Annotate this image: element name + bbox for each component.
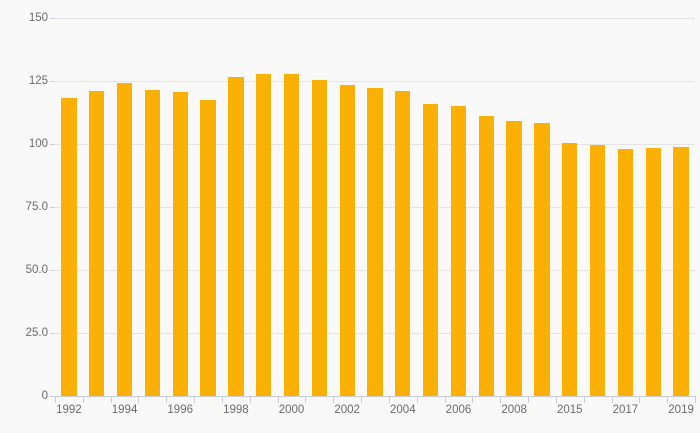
bar[interactable] [645,148,661,396]
x-tick-mark [583,396,585,403]
bar[interactable] [506,120,522,396]
x-tick-label: 2019 [668,404,694,416]
y-tick-mark [50,144,55,145]
y-tick-mark [50,396,55,397]
y-tick-label: 125 [28,75,48,87]
x-tick-label: 2004 [390,404,416,416]
y-tick-mark [50,207,55,208]
x-tick-label: 1992 [56,404,82,416]
y-tick-label: 100 [28,138,48,150]
bar[interactable] [283,73,300,396]
y-tick-label: 25.0 [25,327,48,339]
x-tick-mark [528,396,530,403]
x-tick-label: 1998 [223,404,249,416]
bar[interactable] [478,115,494,396]
y-tick-label: 0 [41,390,48,402]
x-tick-mark [138,396,140,403]
bar[interactable] [228,76,244,396]
x-tick-mark [388,396,390,403]
bar[interactable] [589,145,606,396]
x-tick-mark [249,396,251,403]
bar[interactable] [673,146,689,396]
x-tick-mark [639,396,641,403]
x-tick-mark [305,396,307,403]
bar[interactable] [144,90,161,396]
x-tick-mark [667,396,669,403]
x-tick-mark [472,396,474,403]
x-axis-line [55,396,695,397]
x-tick-mark [166,396,168,403]
bar[interactable] [423,103,439,396]
bar[interactable] [450,106,467,396]
x-tick-mark [695,396,696,403]
bar[interactable] [89,90,105,396]
x-tick-mark [611,396,613,403]
x-tick-label: 2017 [612,404,639,416]
gridline [55,81,695,82]
bar[interactable] [200,99,216,396]
x-tick-mark [500,396,502,403]
bar[interactable] [367,88,383,396]
y-tick-mark [50,333,55,334]
bar[interactable] [311,79,327,396]
y-tick-label: 150 [28,12,48,24]
y-tick-mark [50,18,55,19]
bar[interactable] [116,83,133,396]
bar[interactable] [395,91,411,396]
bar[interactable] [339,85,355,396]
x-tick-mark [55,396,56,403]
x-tick-label: 2008 [501,404,527,416]
bars-layer [55,18,695,396]
x-tick-mark [444,396,446,403]
x-tick-mark [416,396,418,403]
x-tick-mark [277,396,279,403]
x-tick-label: 1996 [167,404,193,416]
bar[interactable] [61,97,77,396]
y-axis: 0 25.0 50.0 75.0 100 125 150 [0,0,48,433]
x-tick-mark [110,396,112,403]
y-tick-mark [50,81,55,82]
x-tick-mark [82,396,84,403]
bar[interactable] [534,122,550,396]
bar[interactable] [562,143,578,396]
bar[interactable] [256,73,272,396]
x-tick-mark [555,396,557,403]
y-tick-label: 50.0 [25,264,48,276]
x-tick-mark [194,396,196,403]
x-tick-label: 2015 [556,404,583,416]
x-tick-mark [221,396,223,403]
x-tick-label: 2000 [278,404,305,416]
x-tick-label: 1994 [111,404,138,416]
y-tick-mark [50,270,55,271]
gridline [55,18,695,19]
x-tick-label: 2006 [445,404,472,416]
x-tick-label: 2002 [334,404,360,416]
y-tick-label: 75.0 [25,201,48,213]
x-tick-mark [333,396,335,403]
x-tick-mark [361,396,363,403]
bar[interactable] [172,91,188,396]
bar[interactable] [617,149,634,396]
